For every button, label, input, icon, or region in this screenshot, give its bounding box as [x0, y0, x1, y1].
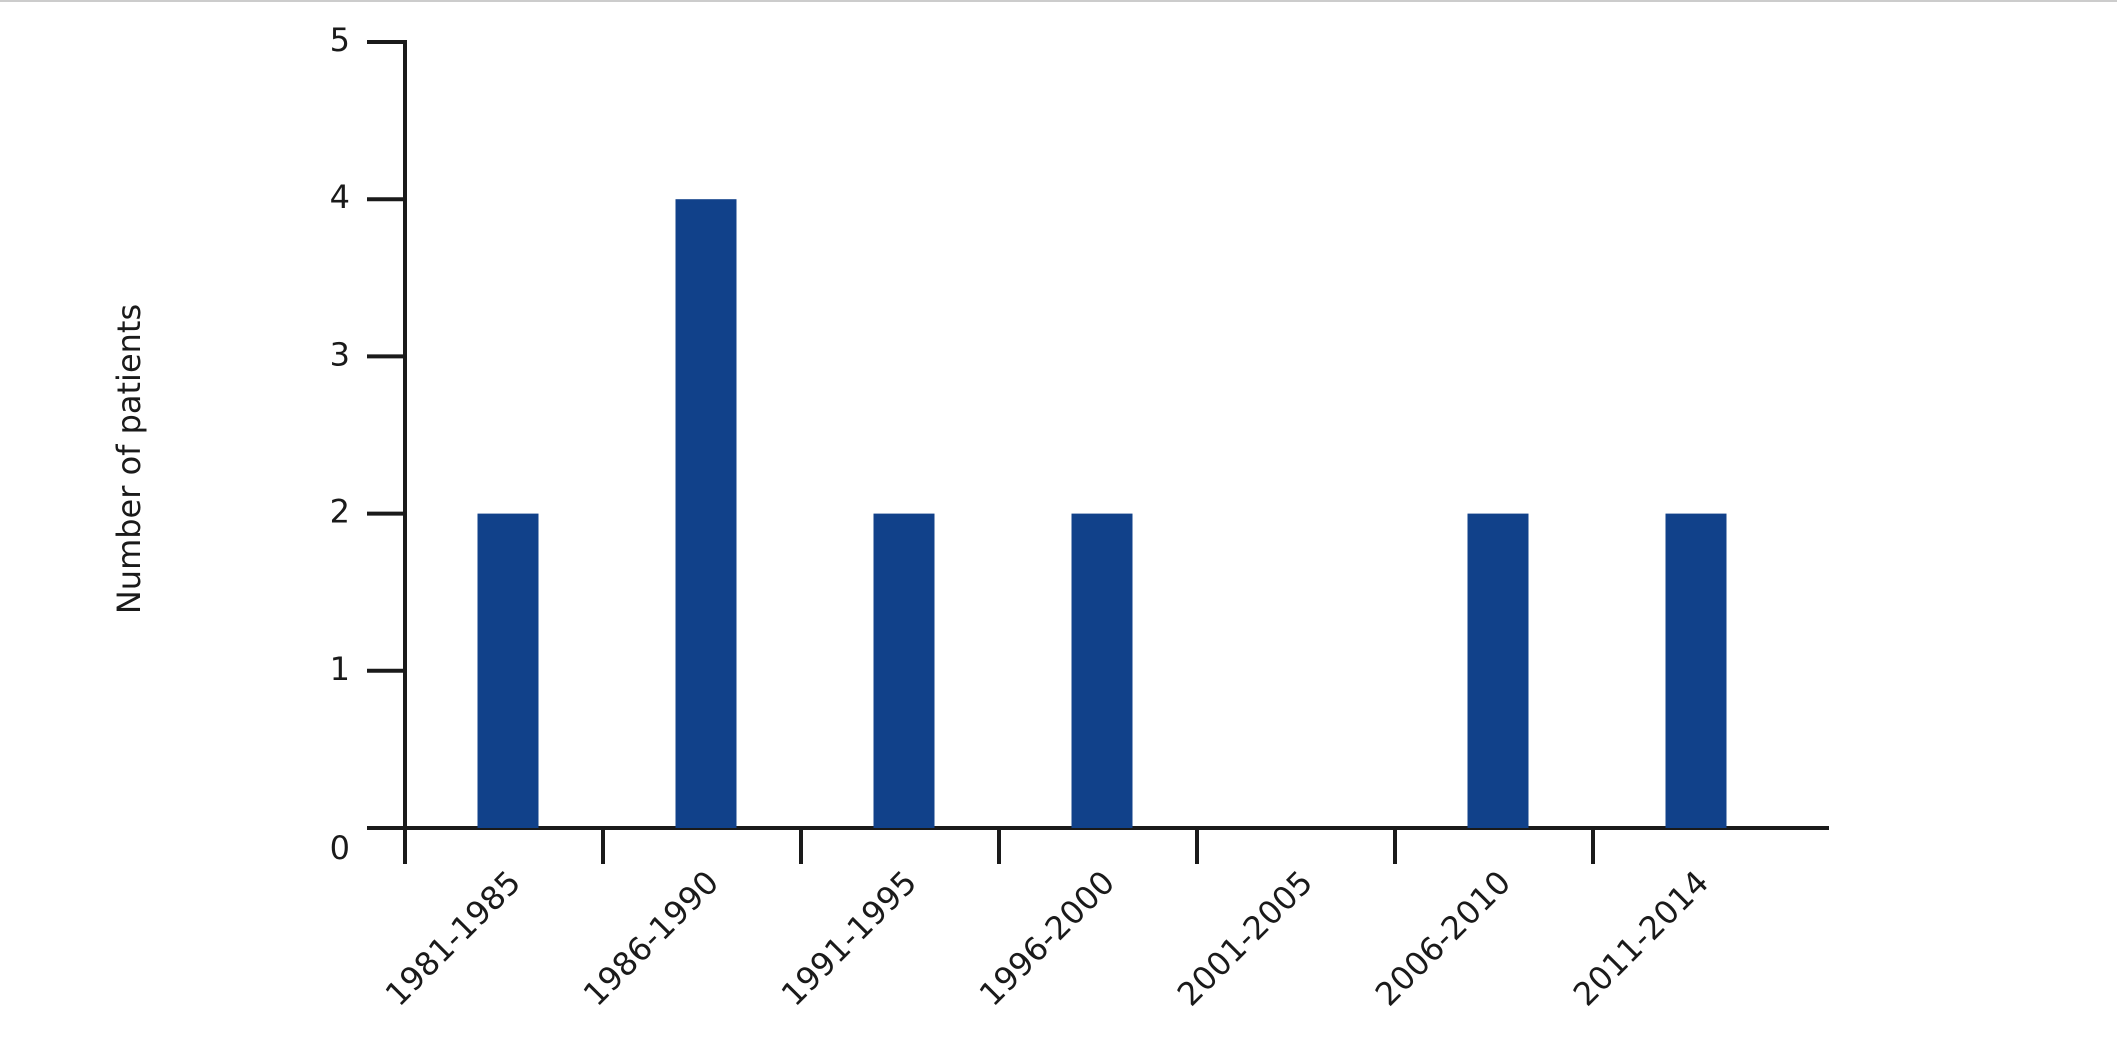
- y-tick-label: 5: [330, 21, 350, 59]
- x-tick-label: 1996-2000: [972, 863, 1122, 1013]
- x-tick-label: 1986-1990: [576, 863, 726, 1013]
- x-tick-label: 2006-2010: [1368, 863, 1518, 1013]
- y-tick-label: 3: [330, 335, 350, 373]
- x-tick-label: 1991-1995: [774, 863, 924, 1013]
- x-tick-label: 2011-2014: [1566, 863, 1716, 1013]
- bar: [477, 513, 539, 828]
- y-tick-label: 0: [330, 829, 350, 867]
- bar: [1071, 513, 1133, 828]
- bar: [873, 513, 935, 828]
- x-tick-label: 2001-2005: [1170, 863, 1320, 1013]
- y-tick-label: 4: [330, 178, 350, 216]
- x-tick-label: 1981-1985: [378, 863, 528, 1013]
- y-tick-label: 2: [330, 493, 350, 531]
- bar: [675, 199, 737, 828]
- bar: [1665, 513, 1727, 828]
- y-axis-label: Number of patients: [110, 304, 148, 614]
- y-tick-label: 1: [330, 650, 350, 688]
- bar: [1467, 513, 1529, 828]
